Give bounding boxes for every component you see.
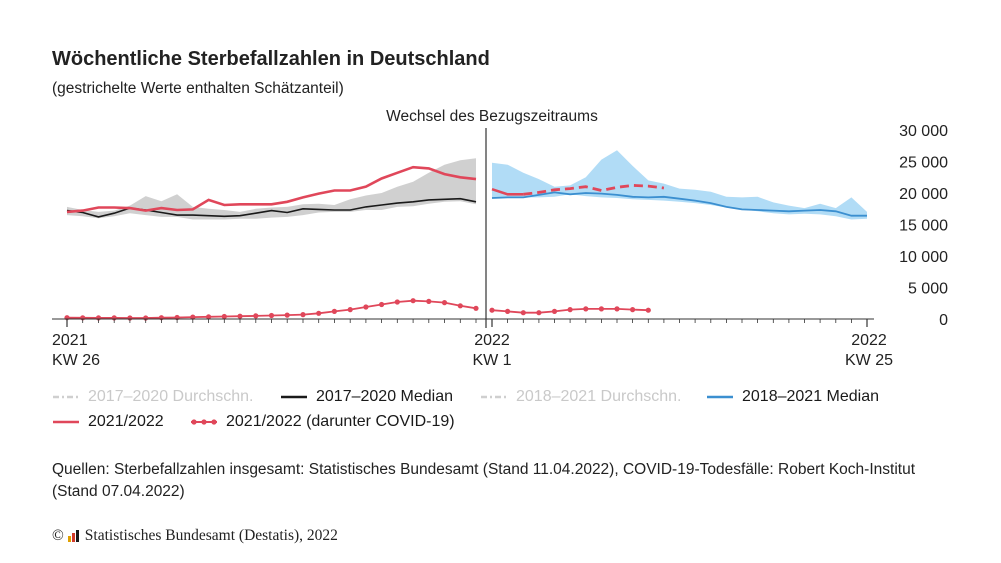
covid-2022-point [583, 306, 589, 312]
y-tick-label: 25 000 [899, 155, 948, 172]
x-tick-label-year: 2022 [474, 332, 510, 349]
y-tick-label: 10 000 [899, 249, 948, 266]
destatis-logo-icon [67, 530, 80, 542]
covid-2022-point [614, 306, 620, 312]
covid-2022-point [645, 307, 651, 313]
covid-2022-point [505, 308, 511, 314]
copyright-line: © Statistisches Bundesamt (Destatis), 20… [52, 527, 338, 545]
covid-2022-point [536, 310, 542, 316]
legend-swatch-icon [53, 420, 79, 424]
legend-label: 2017–2020 Durchschn. [88, 388, 254, 405]
copyright-symbol: © [52, 527, 64, 544]
covid-2021-point [410, 298, 416, 304]
covid-2021-point [473, 305, 479, 311]
x-tick-label-year: 2021 [52, 332, 88, 349]
covid-2021-point [394, 299, 400, 305]
covid-2021-point [347, 307, 353, 313]
deaths-2022-estimated-line [523, 183, 665, 196]
covid-2021-point [221, 313, 227, 320]
period-change-annotation: Wechsel des Bezugszeitraums [386, 108, 598, 125]
covid-2022-point [567, 307, 573, 313]
covid-2022-point [551, 308, 558, 314]
y-tick-label: 0 [939, 312, 948, 329]
deaths-2021-line [66, 165, 477, 214]
legend-swatch-icon [481, 395, 507, 399]
legend-swatch-icon [281, 395, 307, 399]
x-tick-label-week: KW 25 [845, 352, 893, 369]
chart-subtitle: (gestrichelte Werte enthalten Schätzante… [52, 80, 344, 97]
covid-2022-point [598, 306, 605, 312]
y-tick-label: 30 000 [899, 123, 948, 140]
covid-2021-point [284, 312, 290, 318]
legend-label: 2021/2022 (darunter COVID-19) [226, 413, 455, 430]
copyright-text: Statistisches Bundesamt (Destatis), 2022 [84, 527, 338, 544]
covid-2021-point [457, 303, 463, 309]
x-tick-label-week: KW 1 [472, 352, 511, 369]
legend-label: 2017–2020 Median [316, 388, 454, 405]
covid-2021-point [331, 308, 337, 314]
chart-title: Wöchentliche Sterbefallzahlen in Deutsch… [52, 48, 490, 70]
legend-item-2017-2020-avg: 2017–2020 Durchschn. [52, 388, 253, 406]
covid-2021-point [426, 298, 432, 304]
legend-label: 2021/2022 [88, 413, 164, 430]
covid-2021-point [363, 304, 369, 310]
covid-2021-point [237, 313, 243, 319]
median-2018-2021-line [491, 191, 867, 217]
band-2017-2020 [67, 158, 476, 220]
band-2018-2021 [492, 150, 867, 220]
covid-2021-point [300, 312, 306, 318]
legend-swatch-icon [707, 395, 733, 399]
covid-2021-point [253, 313, 259, 319]
y-tick-label: 15 000 [899, 218, 948, 235]
covid-2021-point [441, 300, 448, 306]
covid-2022-point [489, 307, 495, 313]
covid-2021-point [206, 314, 212, 320]
y-tick-label: 5 000 [908, 281, 948, 298]
mortality-chart: Wechsel des Bezugszeitraums 2021 KW 26 2022… [52, 108, 948, 369]
covid-2022-point [520, 310, 526, 316]
covid-2021-point [190, 314, 196, 320]
covid-2021-point [316, 310, 322, 316]
legend-swatch-icon [191, 419, 217, 425]
x-tick-label-year: 2022 [851, 332, 887, 349]
covid-2021-point [379, 301, 385, 308]
deaths-2022-line [491, 187, 524, 196]
covid-2022-point [630, 307, 636, 313]
legend-label: 2018–2021 Durchschn. [516, 388, 682, 405]
legend-item-2021-2022: 2021/2022 [52, 413, 164, 431]
covid-2021-point [268, 312, 275, 319]
legend-item-2018-2021-avg: 2018–2021 Durchschn. [480, 388, 681, 406]
legend-label: 2018–2021 Median [742, 388, 880, 405]
source-note: Quellen: Sterbefallzahlen insgesamt: Sta… [52, 461, 915, 500]
legend-item-2021-2022-covid: 2021/2022 (darunter COVID-19) [190, 413, 455, 431]
x-tick-label-week: KW 26 [52, 352, 100, 369]
legend-swatch-icon [53, 395, 79, 399]
y-tick-label: 20 000 [899, 186, 948, 203]
legend-item-2017-2020-median: 2017–2020 Median [280, 388, 453, 406]
legend-item-2018-2021-median: 2018–2021 Median [706, 388, 879, 406]
